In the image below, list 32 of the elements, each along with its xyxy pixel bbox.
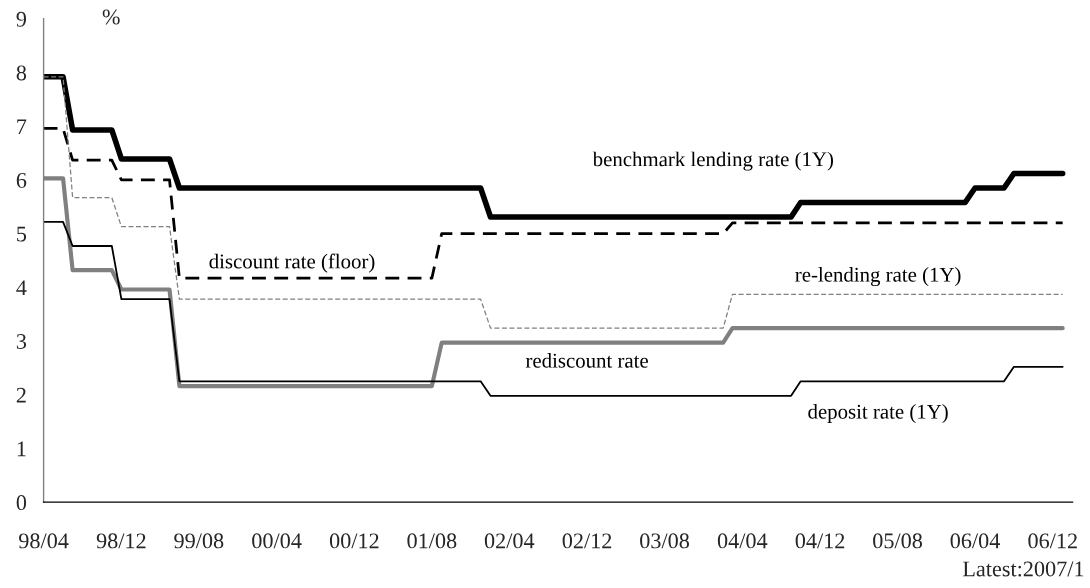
x-tick-label: 04/12 bbox=[795, 533, 845, 549]
y-tick-label: 8 bbox=[16, 65, 27, 81]
y-tick-label: 9 bbox=[16, 11, 27, 27]
y-tick-label: 5 bbox=[17, 226, 27, 242]
x-tick-label: 00/12 bbox=[329, 533, 379, 549]
x-tick-label: 04/04 bbox=[717, 533, 768, 549]
x-tick-label: 06/12 bbox=[1028, 533, 1077, 549]
y-axis-title: % bbox=[102, 9, 120, 25]
y-tick-label: 7 bbox=[17, 119, 27, 134]
series-label: benchmark lending rate (1Y) bbox=[592, 151, 834, 171]
x-tick-label: 05/08 bbox=[873, 533, 923, 549]
line-series bbox=[43, 220, 1064, 397]
y-tick-label: 6 bbox=[16, 172, 27, 188]
series-label: deposit rate (1Y) bbox=[808, 404, 948, 423]
series-label: re-lending rate (1Y) bbox=[795, 267, 961, 287]
x-tick-label: 99/08 bbox=[174, 533, 224, 549]
y-tick-label: 4 bbox=[16, 280, 27, 296]
x-tick-label: 01/08 bbox=[407, 533, 457, 549]
x-tick-label: 03/08 bbox=[640, 533, 690, 549]
x-tick-label: 02/04 bbox=[484, 533, 535, 549]
x-tick-label: 02/12 bbox=[562, 533, 612, 549]
x-tick-label: 98/04 bbox=[19, 533, 69, 549]
series-label: discount rate (floor) bbox=[209, 253, 375, 273]
series-label: rediscount rate bbox=[525, 353, 648, 368]
y-tick-label: 0 bbox=[16, 495, 27, 511]
y-tick-label: 3 bbox=[16, 334, 27, 349]
text: Latest:2007/1 bbox=[962, 561, 1084, 577]
x-tick-label: 98/12 bbox=[96, 533, 146, 549]
x-tick-label: 06/04 bbox=[950, 533, 1000, 549]
x-tick-label: 00/04 bbox=[252, 533, 302, 549]
y-tick-label: 2 bbox=[16, 387, 26, 403]
y-tick-label: 1 bbox=[17, 441, 26, 457]
